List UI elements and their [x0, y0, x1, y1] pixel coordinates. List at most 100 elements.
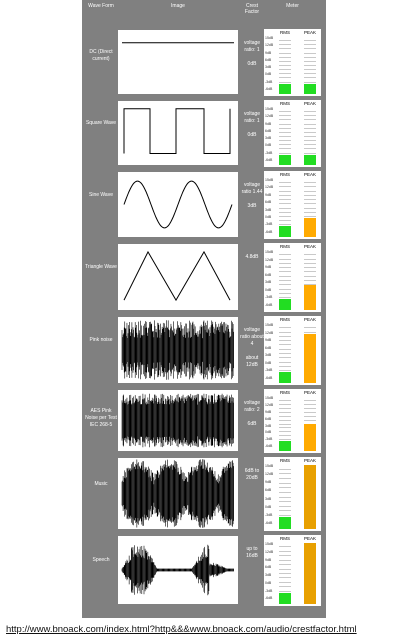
- meter-segment: [279, 199, 291, 201]
- meter-tick-label: 15dB: [265, 396, 274, 400]
- meter-scale: 15dB 12dB 9dB 6dB 3dB 0dB -3dB -6dB: [265, 107, 277, 165]
- meter-tick-label: -3dB: [265, 79, 273, 84]
- rms-label: RMS: [280, 30, 290, 35]
- meter-tick-label: 6dB: [265, 200, 272, 205]
- peak-label: PEAK: [304, 30, 317, 35]
- meter-tick-label: 12dB: [265, 330, 274, 335]
- meter-tick-label: 3dB: [265, 353, 272, 357]
- waveform-plot: [123, 250, 231, 302]
- meter-tick-label: 3dB: [265, 573, 272, 577]
- meter-tick-label: 9dB: [265, 121, 272, 126]
- meter-segment: [304, 52, 316, 54]
- meter-segment: [304, 144, 316, 146]
- wave-name: Sine Wave: [89, 191, 113, 198]
- crest-factor-value: up to 16dB: [246, 546, 258, 559]
- waveform-image: [118, 536, 238, 604]
- meter-scale: 15dB 12dB 9dB 6dB 3dB 0dB -3dB -6dB: [265, 396, 277, 451]
- crest-factor-value: 6dB to 20dB: [244, 468, 260, 481]
- meter-segment: [304, 48, 316, 50]
- meter-segment: [304, 56, 316, 58]
- peak-bar: [304, 542, 316, 604]
- meter-segment: [279, 73, 291, 75]
- meter-segment: [279, 152, 291, 154]
- meter-segment: [279, 403, 291, 405]
- meter-tick-label: 0dB: [265, 214, 272, 219]
- meter-tick-label: 12dB: [265, 472, 274, 477]
- meter-segment: [279, 340, 291, 342]
- meter-segment: [304, 207, 316, 209]
- rms-bar: [279, 250, 291, 310]
- meter-segment: [279, 194, 291, 196]
- meter-segment: [279, 487, 291, 489]
- meter-segment: [304, 111, 316, 113]
- meter-segment: [304, 411, 316, 413]
- meter-segment: [304, 407, 316, 409]
- meter-tick-label: -6dB: [265, 375, 273, 380]
- meter-segment: [279, 60, 291, 62]
- meter-segment: [279, 415, 291, 417]
- meter-tick-label: -3dB: [265, 368, 273, 372]
- waveform-image: [118, 30, 238, 94]
- footer-url-link[interactable]: http://www.bnoack.com/index.html?http&&&…: [6, 624, 357, 635]
- meter-segment: [304, 182, 316, 184]
- waveform-plot: [121, 544, 234, 596]
- peak-label: PEAK: [304, 101, 317, 106]
- peak-label: PEAK: [304, 458, 317, 463]
- peak-level-fill: [304, 423, 316, 451]
- wave-name: Music: [94, 480, 108, 487]
- meter-segment: [279, 258, 291, 260]
- crest-factor-value: voltage ratio: 1 0dB: [243, 111, 261, 138]
- meter-segment: [279, 581, 291, 583]
- meter-segment: [304, 211, 316, 213]
- meter-tick-label: -3dB: [265, 150, 273, 155]
- meter-tick-label: 12dB: [265, 43, 274, 48]
- meter-segment: [279, 207, 291, 209]
- wave-name: DC (Direct current): [89, 49, 113, 62]
- header-image: Image: [171, 3, 185, 9]
- meter-tick-label: 6dB: [265, 565, 272, 570]
- meter-segment: [279, 44, 291, 46]
- crest-factor-value: voltage ratio about 4 about 12dB: [240, 327, 264, 368]
- meter-segment: [279, 411, 291, 413]
- meter-tick-label: 0dB: [265, 580, 272, 585]
- waveform-image: [118, 172, 238, 237]
- meter-segment: [304, 44, 316, 46]
- peak-bar: [304, 36, 316, 94]
- meter-tick-label: 15dB: [265, 542, 274, 546]
- meter-segment: [279, 559, 291, 561]
- peak-level-fill: [304, 543, 316, 604]
- rms-label: RMS: [280, 317, 290, 322]
- level-meter: RMS PEAK 15dB 12dB 9dB 6dB 3dB 0dB -3dB -6dB: [264, 243, 321, 312]
- wave-name: Square Wave: [85, 120, 117, 126]
- rms-bar: [279, 36, 291, 94]
- rms-label: RMS: [280, 101, 290, 106]
- meter-segment: [279, 280, 291, 281]
- wave-name: Pink noise: [89, 337, 113, 343]
- meter-segment: [279, 590, 291, 592]
- meter-segment: [279, 140, 291, 142]
- level-meter: RMS PEAK 15dB 12dB 9dB 6dB 3dB 0dB -3dB -6dB: [264, 535, 321, 606]
- meter-tick-label: 3dB: [265, 136, 272, 140]
- crest-factor-value: voltage ratio: 1 0dB: [243, 40, 261, 67]
- meter-segment: [304, 275, 316, 277]
- meter-segment: [304, 203, 316, 205]
- meter-segment: [279, 496, 291, 498]
- meter-tick-label: 15dB: [265, 107, 274, 111]
- meter-segment: [279, 550, 291, 552]
- peak-label: PEAK: [304, 390, 317, 395]
- rms-level-fill: [279, 154, 291, 165]
- meter-segment: [279, 515, 291, 517]
- level-meter: RMS PEAK 15dB 12dB 9dB 6dB 3dB 0dB -3dB -6dB: [264, 316, 321, 385]
- meter-segment: [279, 262, 291, 264]
- meter-tick-label: 0dB: [265, 360, 272, 365]
- meter-tick-label: 15dB: [265, 323, 274, 327]
- rms-level-fill: [279, 517, 291, 529]
- waveform-image: [118, 390, 238, 451]
- peak-bar: [304, 396, 316, 451]
- peak-level-fill: [304, 465, 316, 529]
- meter-tick-label: 9dB: [265, 338, 272, 342]
- rms-label: RMS: [280, 536, 290, 541]
- meter-segment: [279, 40, 291, 42]
- meter-segment: [279, 568, 291, 570]
- meter-tick-label: 15dB: [265, 250, 274, 254]
